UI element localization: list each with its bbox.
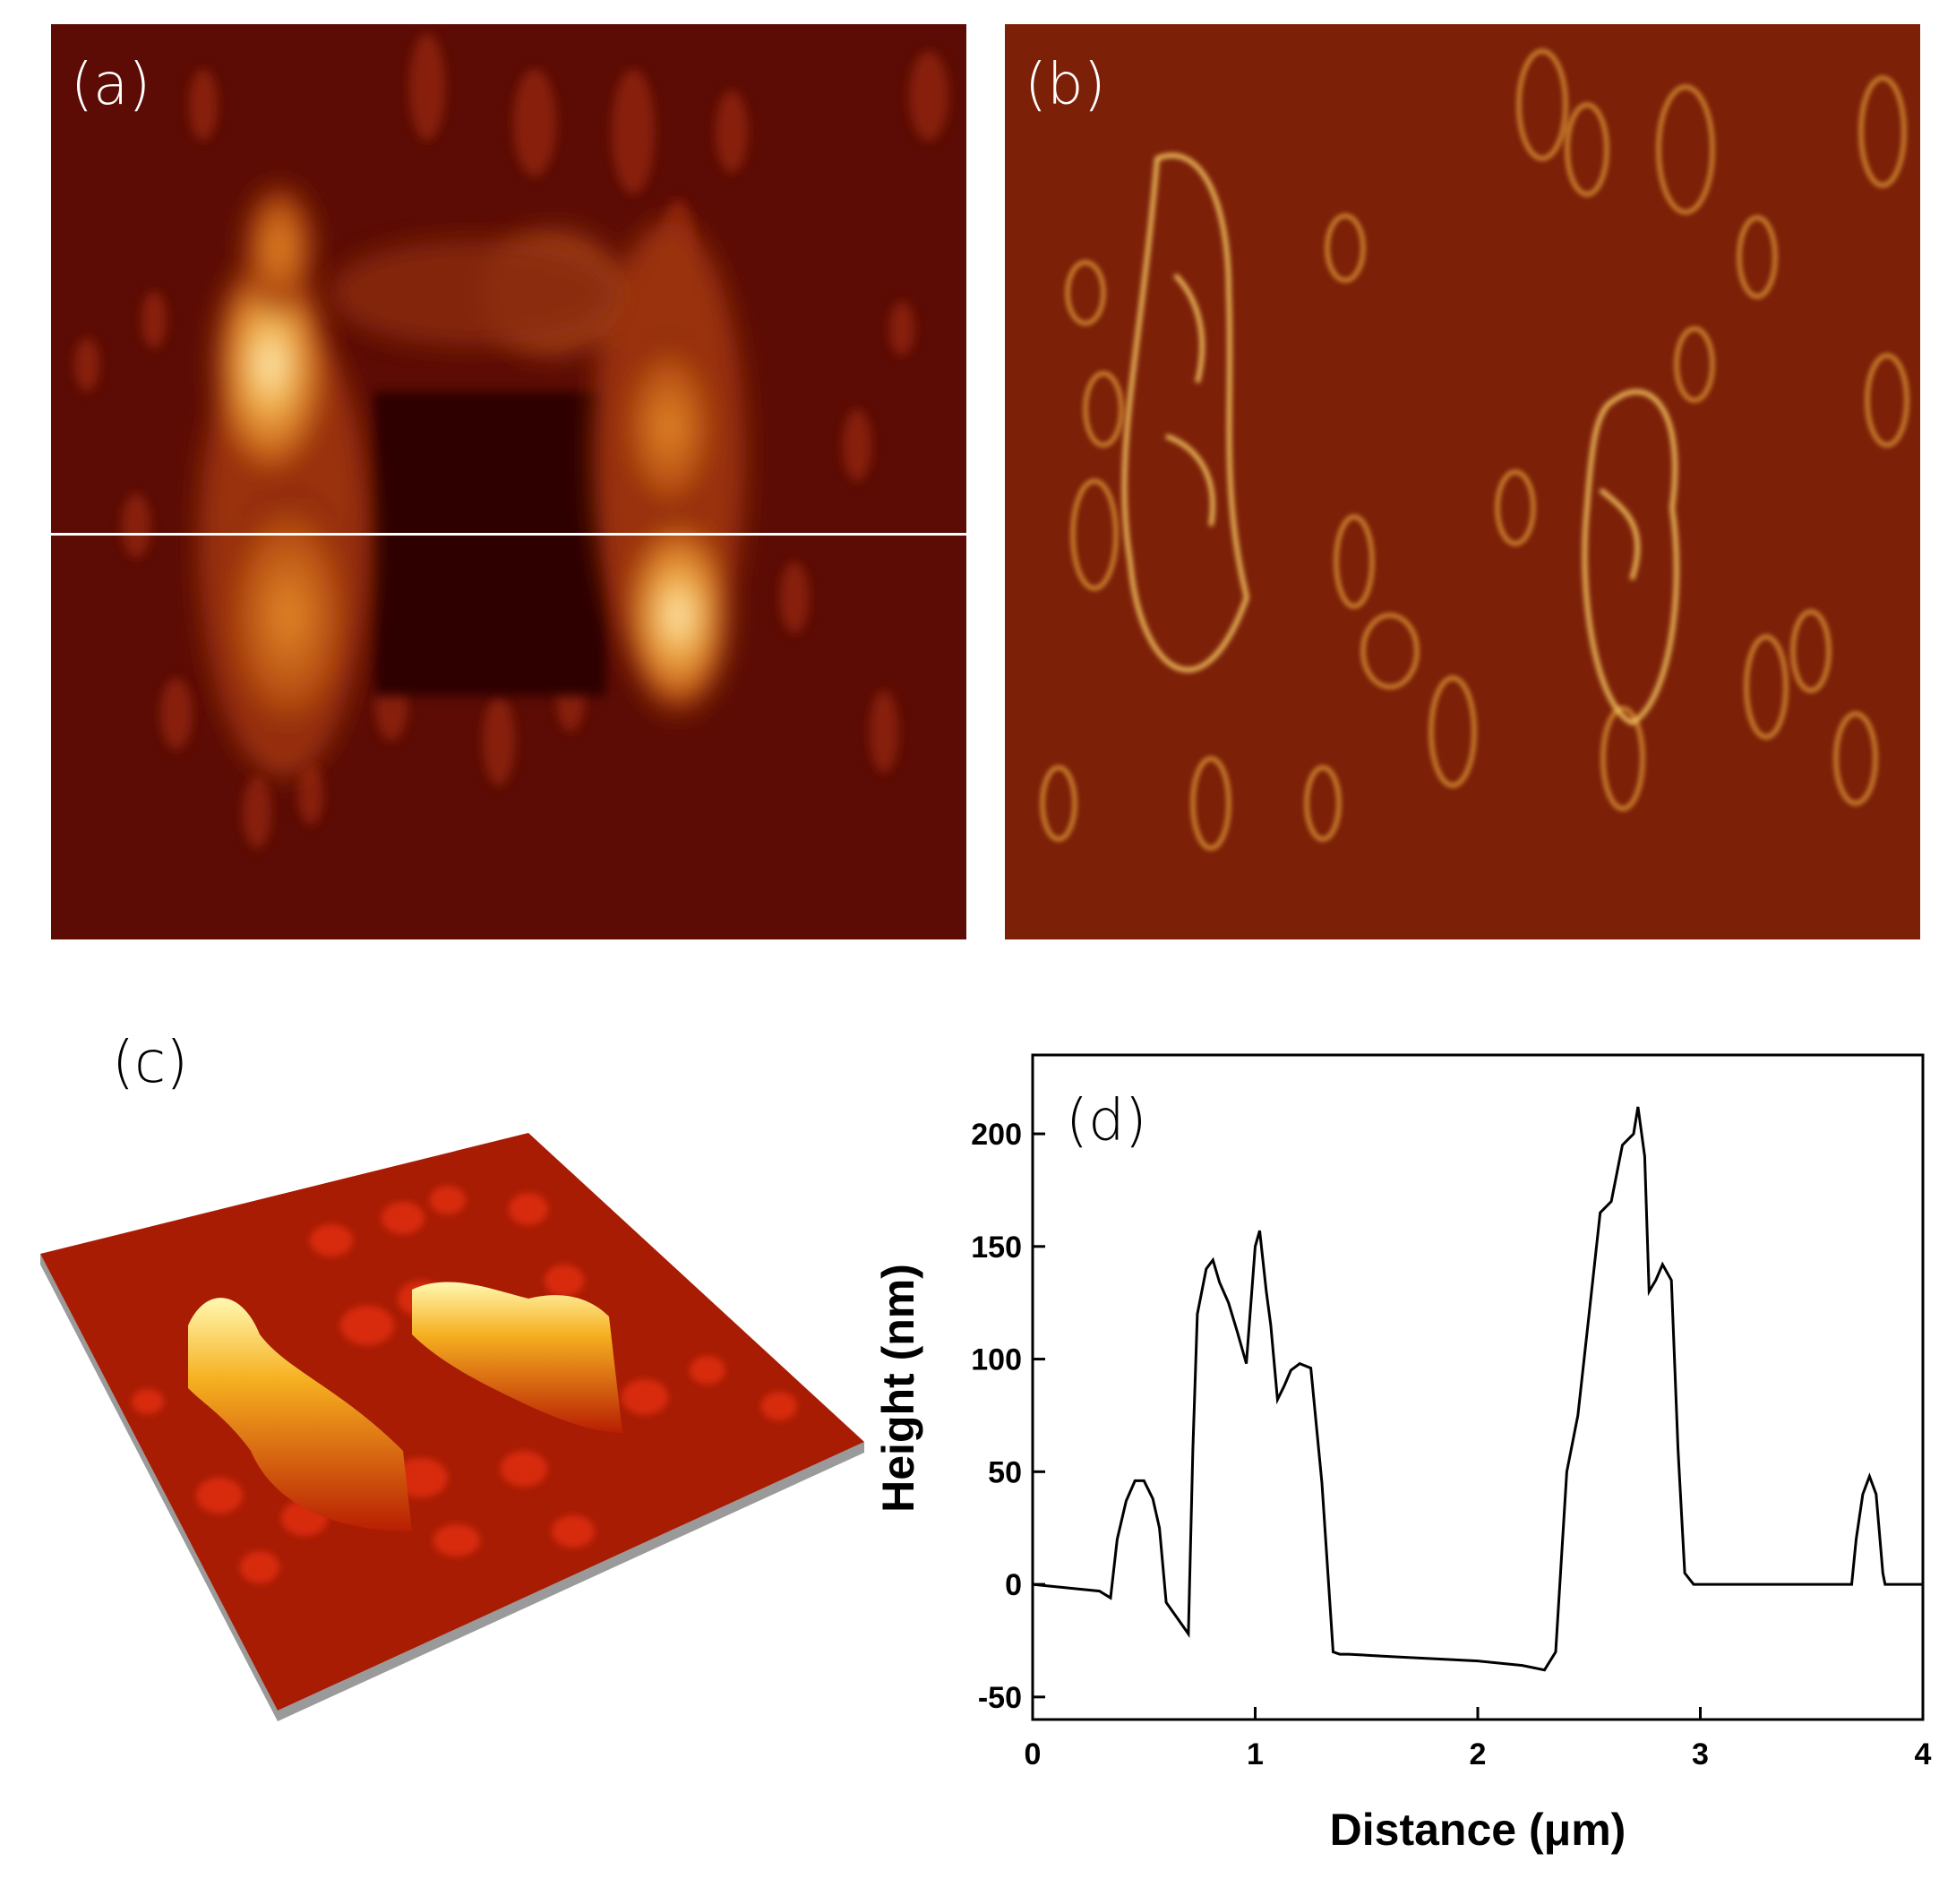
afm-3d-view: (c) (27, 1030, 922, 1728)
x-tick-label: 2 (1470, 1737, 1487, 1771)
x-tick-label: 0 (1025, 1737, 1042, 1771)
x-tick-label: 4 (1915, 1737, 1932, 1771)
y-tick-label: 150 (971, 1231, 1022, 1265)
x-tick-label: 3 (1692, 1737, 1709, 1771)
panel-label-a: (a) (71, 52, 151, 118)
y-tick-label: 50 (988, 1455, 1022, 1489)
height-profile-chart: 0 1 2 3 4 -50 0 50 100 150 200 Distance (μm) Heigh… (860, 1039, 1939, 1899)
y-tick-label: 200 (971, 1118, 1022, 1152)
x-axis-label: Distance (μm) (1330, 1805, 1626, 1855)
afm-height-map (51, 24, 966, 939)
panel-label-b: (b) (1025, 52, 1106, 118)
plot-frame (1031, 1053, 1925, 1721)
y-axis-label: Height (nm) (873, 1264, 923, 1513)
y-tick-label: 0 (1005, 1568, 1022, 1602)
y-tick-label: -50 (978, 1681, 1022, 1715)
afm-3d-surface (40, 1133, 864, 1721)
afm-amplitude-image: (b) (1005, 24, 1920, 939)
y-tick-label: 100 (971, 1343, 1022, 1377)
afm-amplitude-map (1005, 24, 1920, 939)
panel-label-d: (d) (1066, 1088, 1147, 1154)
height-profile-line (1032, 1106, 1923, 1672)
x-tick-label: 1 (1247, 1737, 1264, 1771)
panel-label-c: (c) (112, 1030, 189, 1096)
afm-height-image: (a) (51, 24, 966, 939)
profile-line (51, 533, 966, 536)
